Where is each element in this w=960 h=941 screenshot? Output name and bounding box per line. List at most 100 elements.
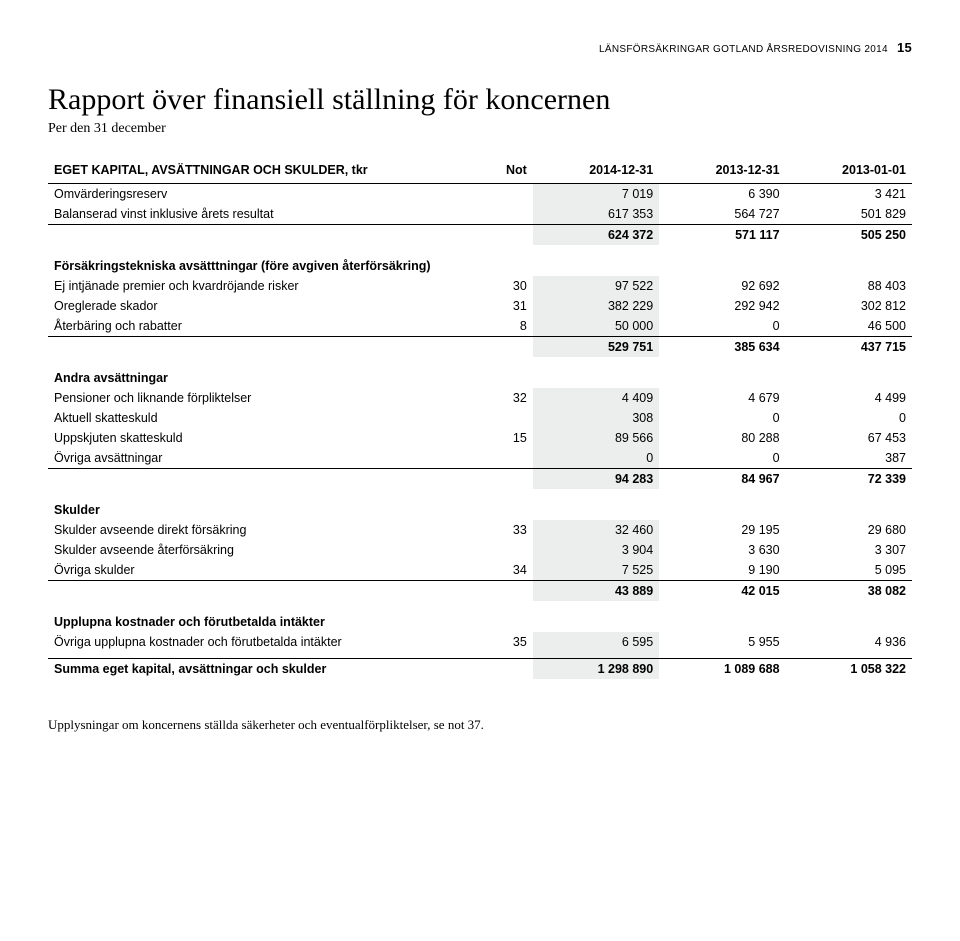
- row-value: 9 190: [659, 560, 785, 581]
- row-value: 4 409: [533, 388, 659, 408]
- page-title: Rapport över finansiell ställning för ko…: [48, 83, 912, 117]
- row-label: Ej intjänade premier och kvardröjande ri…: [48, 276, 464, 296]
- table-row: Övriga skulder347 5259 1905 095: [48, 560, 912, 581]
- table-row: Oreglerade skador31382 229292 942302 812: [48, 296, 912, 316]
- row-label: Oreglerade skador: [48, 296, 464, 316]
- page-header: LÄNSFÖRSÄKRINGAR GOTLAND ÅRSREDOVISNING …: [48, 40, 912, 55]
- table-row: Skulder avseende direkt försäkring3332 4…: [48, 520, 912, 540]
- row-note: [464, 540, 533, 560]
- row-note: [464, 469, 533, 490]
- subtotal-row: 529 751385 634437 715: [48, 337, 912, 358]
- row-note: 35: [464, 632, 533, 652]
- row-note: [464, 225, 533, 246]
- row-value: 571 117: [659, 225, 785, 246]
- row-value: 6 595: [533, 632, 659, 652]
- row-value: 6 390: [659, 184, 785, 205]
- row-label: Pensioner och liknande förpliktelser: [48, 388, 464, 408]
- row-value: 382 229: [533, 296, 659, 316]
- row-note: [464, 581, 533, 602]
- table-row: Pensioner och liknande förpliktelser324 …: [48, 388, 912, 408]
- row-value: 29 680: [786, 520, 912, 540]
- row-value: 1 058 322: [786, 659, 912, 680]
- table-row: Övriga avsättningar00387: [48, 448, 912, 469]
- row-value: 46 500: [786, 316, 912, 337]
- row-value: 437 715: [786, 337, 912, 358]
- row-note: 32: [464, 388, 533, 408]
- col-2014: 2014-12-31: [533, 159, 659, 184]
- row-value: 84 967: [659, 469, 785, 490]
- row-value: 32 460: [533, 520, 659, 540]
- table-row: Övriga upplupna kostnader och förutbetal…: [48, 632, 912, 652]
- section-label: Försäkringstekniska avsätttningar (före …: [48, 245, 912, 276]
- row-value: 7 019: [533, 184, 659, 205]
- row-note: 34: [464, 560, 533, 581]
- section-label: Upplupna kostnader och förutbetalda intä…: [48, 601, 912, 632]
- row-value: 505 250: [786, 225, 912, 246]
- row-value: 42 015: [659, 581, 785, 602]
- table-row: Ej intjänade premier och kvardröjande ri…: [48, 276, 912, 296]
- row-note: [464, 337, 533, 358]
- row-value: 4 679: [659, 388, 785, 408]
- row-value: 43 889: [533, 581, 659, 602]
- row-note: 30: [464, 276, 533, 296]
- row-value: 501 829: [786, 204, 912, 225]
- grand-total-row: Summa eget kapital, avsättningar och sku…: [48, 659, 912, 680]
- row-value: 617 353: [533, 204, 659, 225]
- row-note: 31: [464, 296, 533, 316]
- header-text: LÄNSFÖRSÄKRINGAR GOTLAND ÅRSREDOVISNING …: [599, 44, 888, 55]
- row-value: 50 000: [533, 316, 659, 337]
- row-value: 529 751: [533, 337, 659, 358]
- row-value: 3 421: [786, 184, 912, 205]
- financial-table: EGET KAPITAL, AVSÄTTNINGAR OCH SKULDER, …: [48, 159, 912, 679]
- row-value: 1 298 890: [533, 659, 659, 680]
- row-note: [464, 659, 533, 680]
- table-row: Aktuell skatteskuld30800: [48, 408, 912, 428]
- subtotal-row: 624 372571 117505 250: [48, 225, 912, 246]
- row-label: Summa eget kapital, avsättningar och sku…: [48, 659, 464, 680]
- table-row: Omvärderingsreserv7 0196 3903 421: [48, 184, 912, 205]
- row-value: 0: [659, 448, 785, 469]
- row-label: Återbäring och rabatter: [48, 316, 464, 337]
- row-value: 624 372: [533, 225, 659, 246]
- row-value: 4 499: [786, 388, 912, 408]
- row-value: 0: [786, 408, 912, 428]
- row-value: 308: [533, 408, 659, 428]
- row-value: 3 307: [786, 540, 912, 560]
- table-header-row: EGET KAPITAL, AVSÄTTNINGAR OCH SKULDER, …: [48, 159, 912, 184]
- row-note: [464, 448, 533, 469]
- row-value: 80 288: [659, 428, 785, 448]
- row-value: 94 283: [533, 469, 659, 490]
- row-value: 88 403: [786, 276, 912, 296]
- row-value: 89 566: [533, 428, 659, 448]
- row-value: 292 942: [659, 296, 785, 316]
- row-label: Övriga upplupna kostnader och förutbetal…: [48, 632, 464, 652]
- row-value: 5 955: [659, 632, 785, 652]
- row-label: [48, 225, 464, 246]
- row-note: 8: [464, 316, 533, 337]
- col-2013-12: 2013-12-31: [659, 159, 785, 184]
- row-note: 15: [464, 428, 533, 448]
- row-label: Skulder avseende direkt försäkring: [48, 520, 464, 540]
- row-value: 7 525: [533, 560, 659, 581]
- table-row: Skulder avseende återförsäkring3 9043 63…: [48, 540, 912, 560]
- col-2013-01: 2013-01-01: [786, 159, 912, 184]
- row-value: 3 904: [533, 540, 659, 560]
- row-note: 33: [464, 520, 533, 540]
- row-value: 0: [659, 408, 785, 428]
- row-value: 92 692: [659, 276, 785, 296]
- row-label: [48, 469, 464, 490]
- row-note: [464, 408, 533, 428]
- page-subtitle: Per den 31 december: [48, 121, 912, 137]
- row-value: 302 812: [786, 296, 912, 316]
- row-value: 72 339: [786, 469, 912, 490]
- table-row: Balanserad vinst inklusive årets resulta…: [48, 204, 912, 225]
- page-number: 15: [897, 40, 912, 55]
- row-value: 0: [659, 316, 785, 337]
- row-label: Uppskjuten skatteskuld: [48, 428, 464, 448]
- row-value: 3 630: [659, 540, 785, 560]
- row-label: Aktuell skatteskuld: [48, 408, 464, 428]
- row-note: [464, 184, 533, 205]
- table-row: Uppskjuten skatteskuld1589 56680 28867 4…: [48, 428, 912, 448]
- section-header: Andra avsättningar: [48, 357, 912, 388]
- row-value: 385 634: [659, 337, 785, 358]
